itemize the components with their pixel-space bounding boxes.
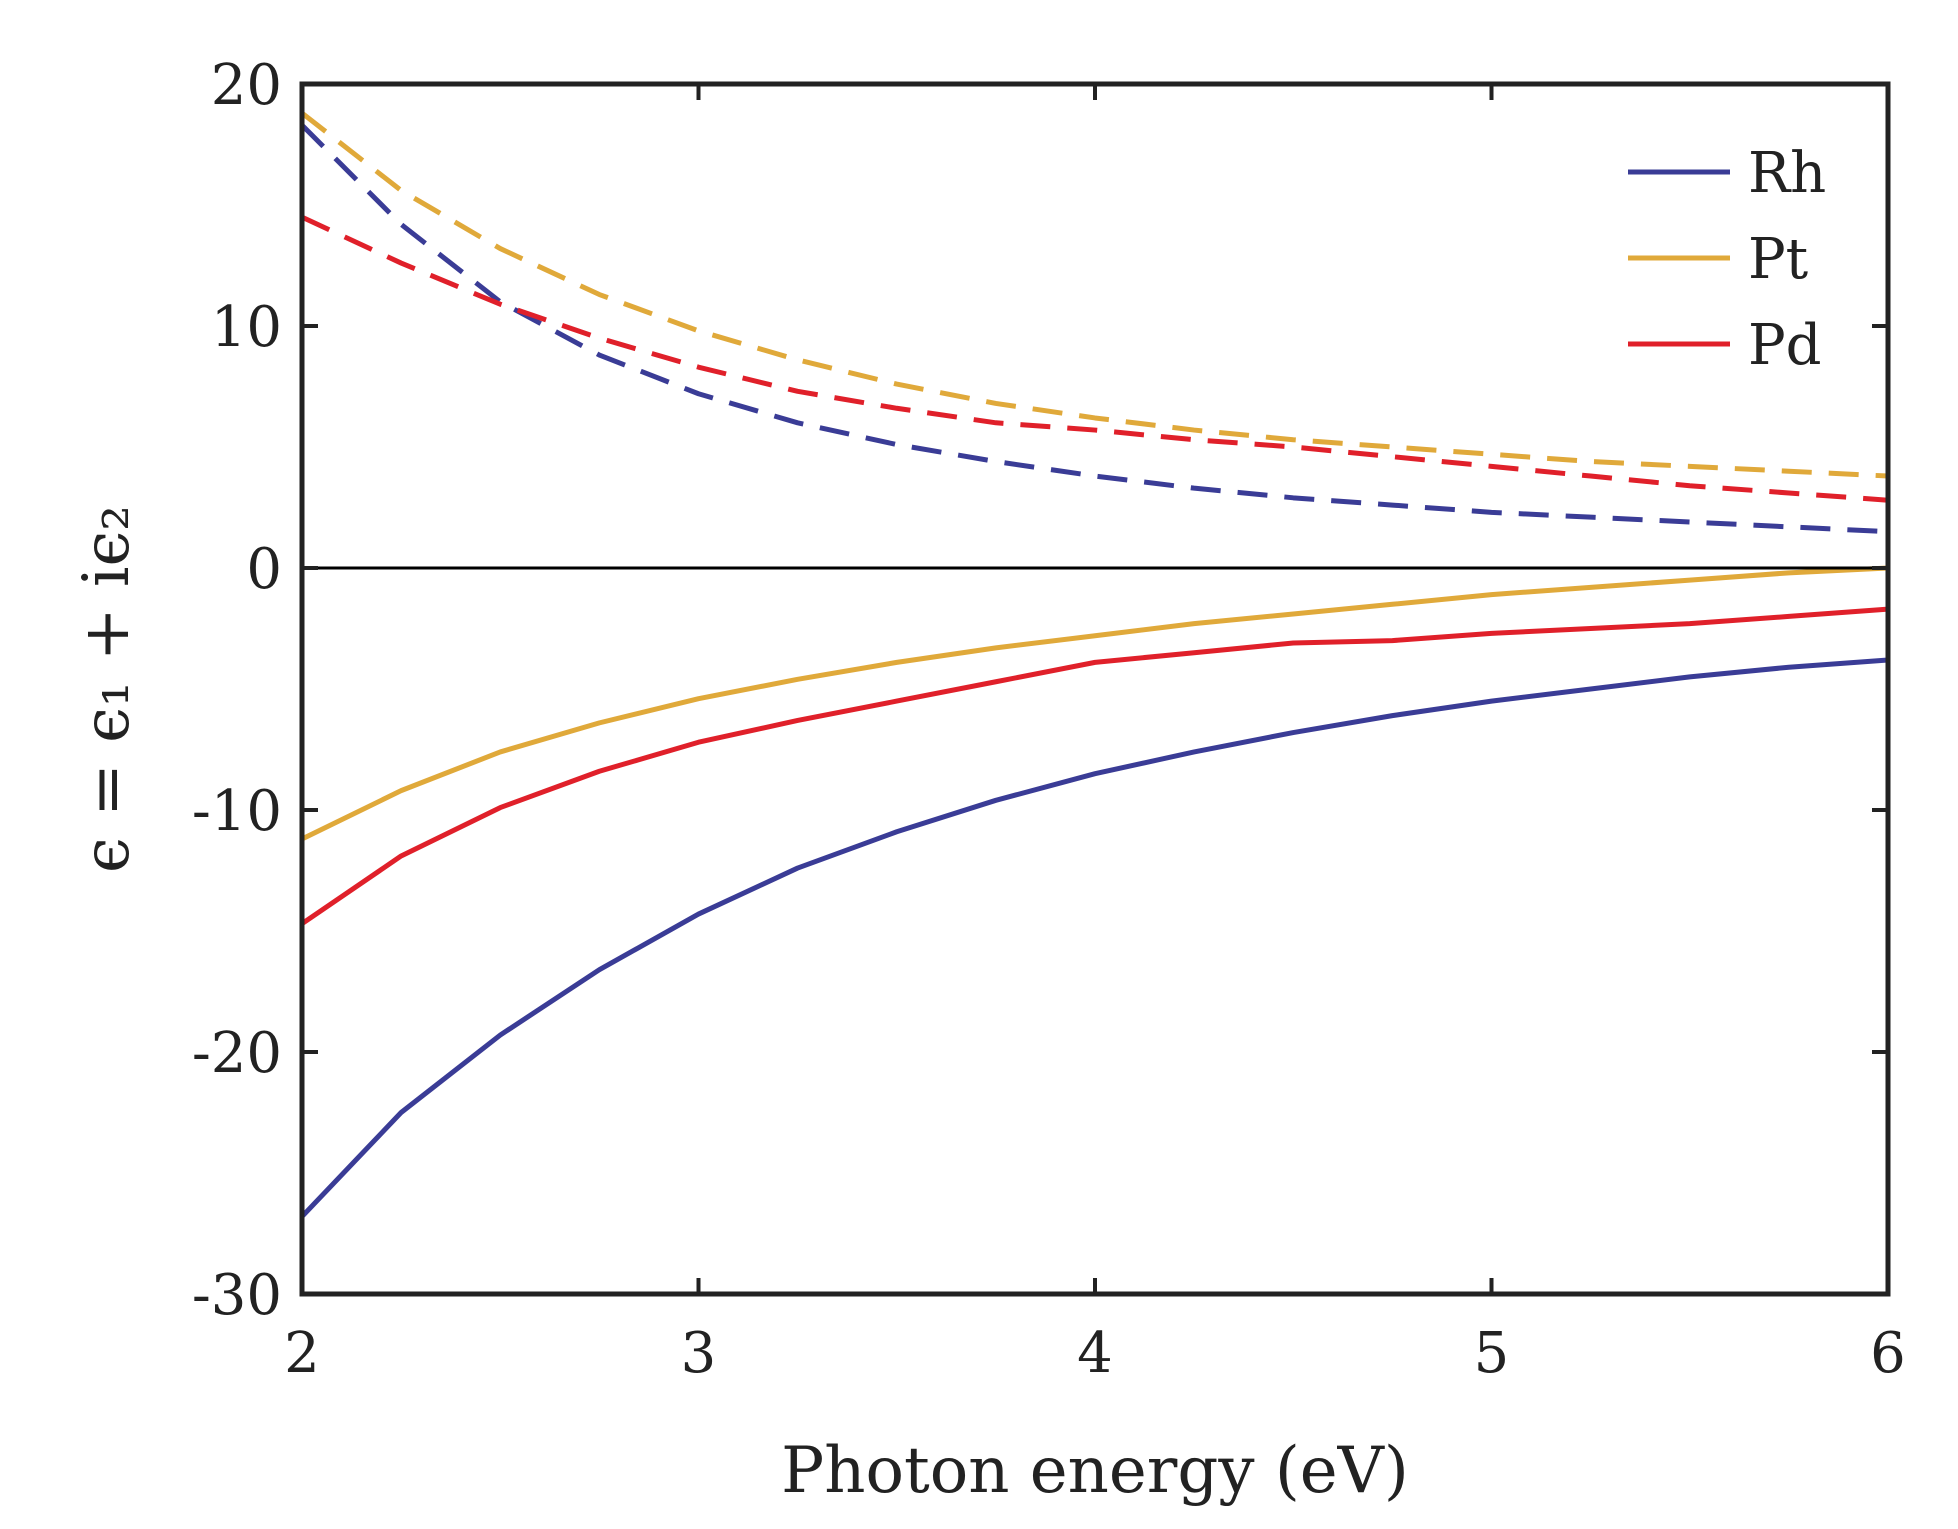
x-tick-label: 5 xyxy=(1474,1321,1510,1386)
y-tick-label: -10 xyxy=(192,779,282,844)
x-axis-title: Photon energy (eV) xyxy=(781,1434,1409,1508)
y-axis-title: ϵ = ϵ₁ + iϵ₂ xyxy=(70,505,144,873)
y-tick-label: 20 xyxy=(211,53,282,118)
series-rh-imag-line xyxy=(300,123,1889,535)
series-pt-real-line xyxy=(300,565,1889,842)
series-pd-imag-line xyxy=(300,214,1889,503)
legend: Rh Pt Pd xyxy=(1628,141,1826,378)
x-tick-label: 4 xyxy=(1077,1321,1113,1386)
tick-labels: 2 3 4 5 6 20 10 0 -10 -20 -30 xyxy=(192,53,1906,1386)
legend-label-rh: Rh xyxy=(1748,141,1826,206)
y-tick-label: -30 xyxy=(192,1263,282,1328)
series-pt-imag-line xyxy=(300,111,1889,479)
x-tick-label: 2 xyxy=(284,1321,320,1386)
series-rh-real-line xyxy=(300,657,1889,1219)
y-tick-label: 0 xyxy=(246,537,282,602)
y-tick-label: -20 xyxy=(192,1021,282,1086)
legend-label-pt: Pt xyxy=(1748,227,1809,292)
x-tick-label: 3 xyxy=(681,1321,717,1386)
x-tick-label: 6 xyxy=(1870,1321,1906,1386)
series-pd-real-line xyxy=(300,606,1889,926)
plot-frame xyxy=(299,81,1891,1297)
legend-label-pd: Pd xyxy=(1748,313,1822,378)
y-tick-label: 10 xyxy=(211,295,282,360)
plot-lines xyxy=(300,111,1889,1219)
